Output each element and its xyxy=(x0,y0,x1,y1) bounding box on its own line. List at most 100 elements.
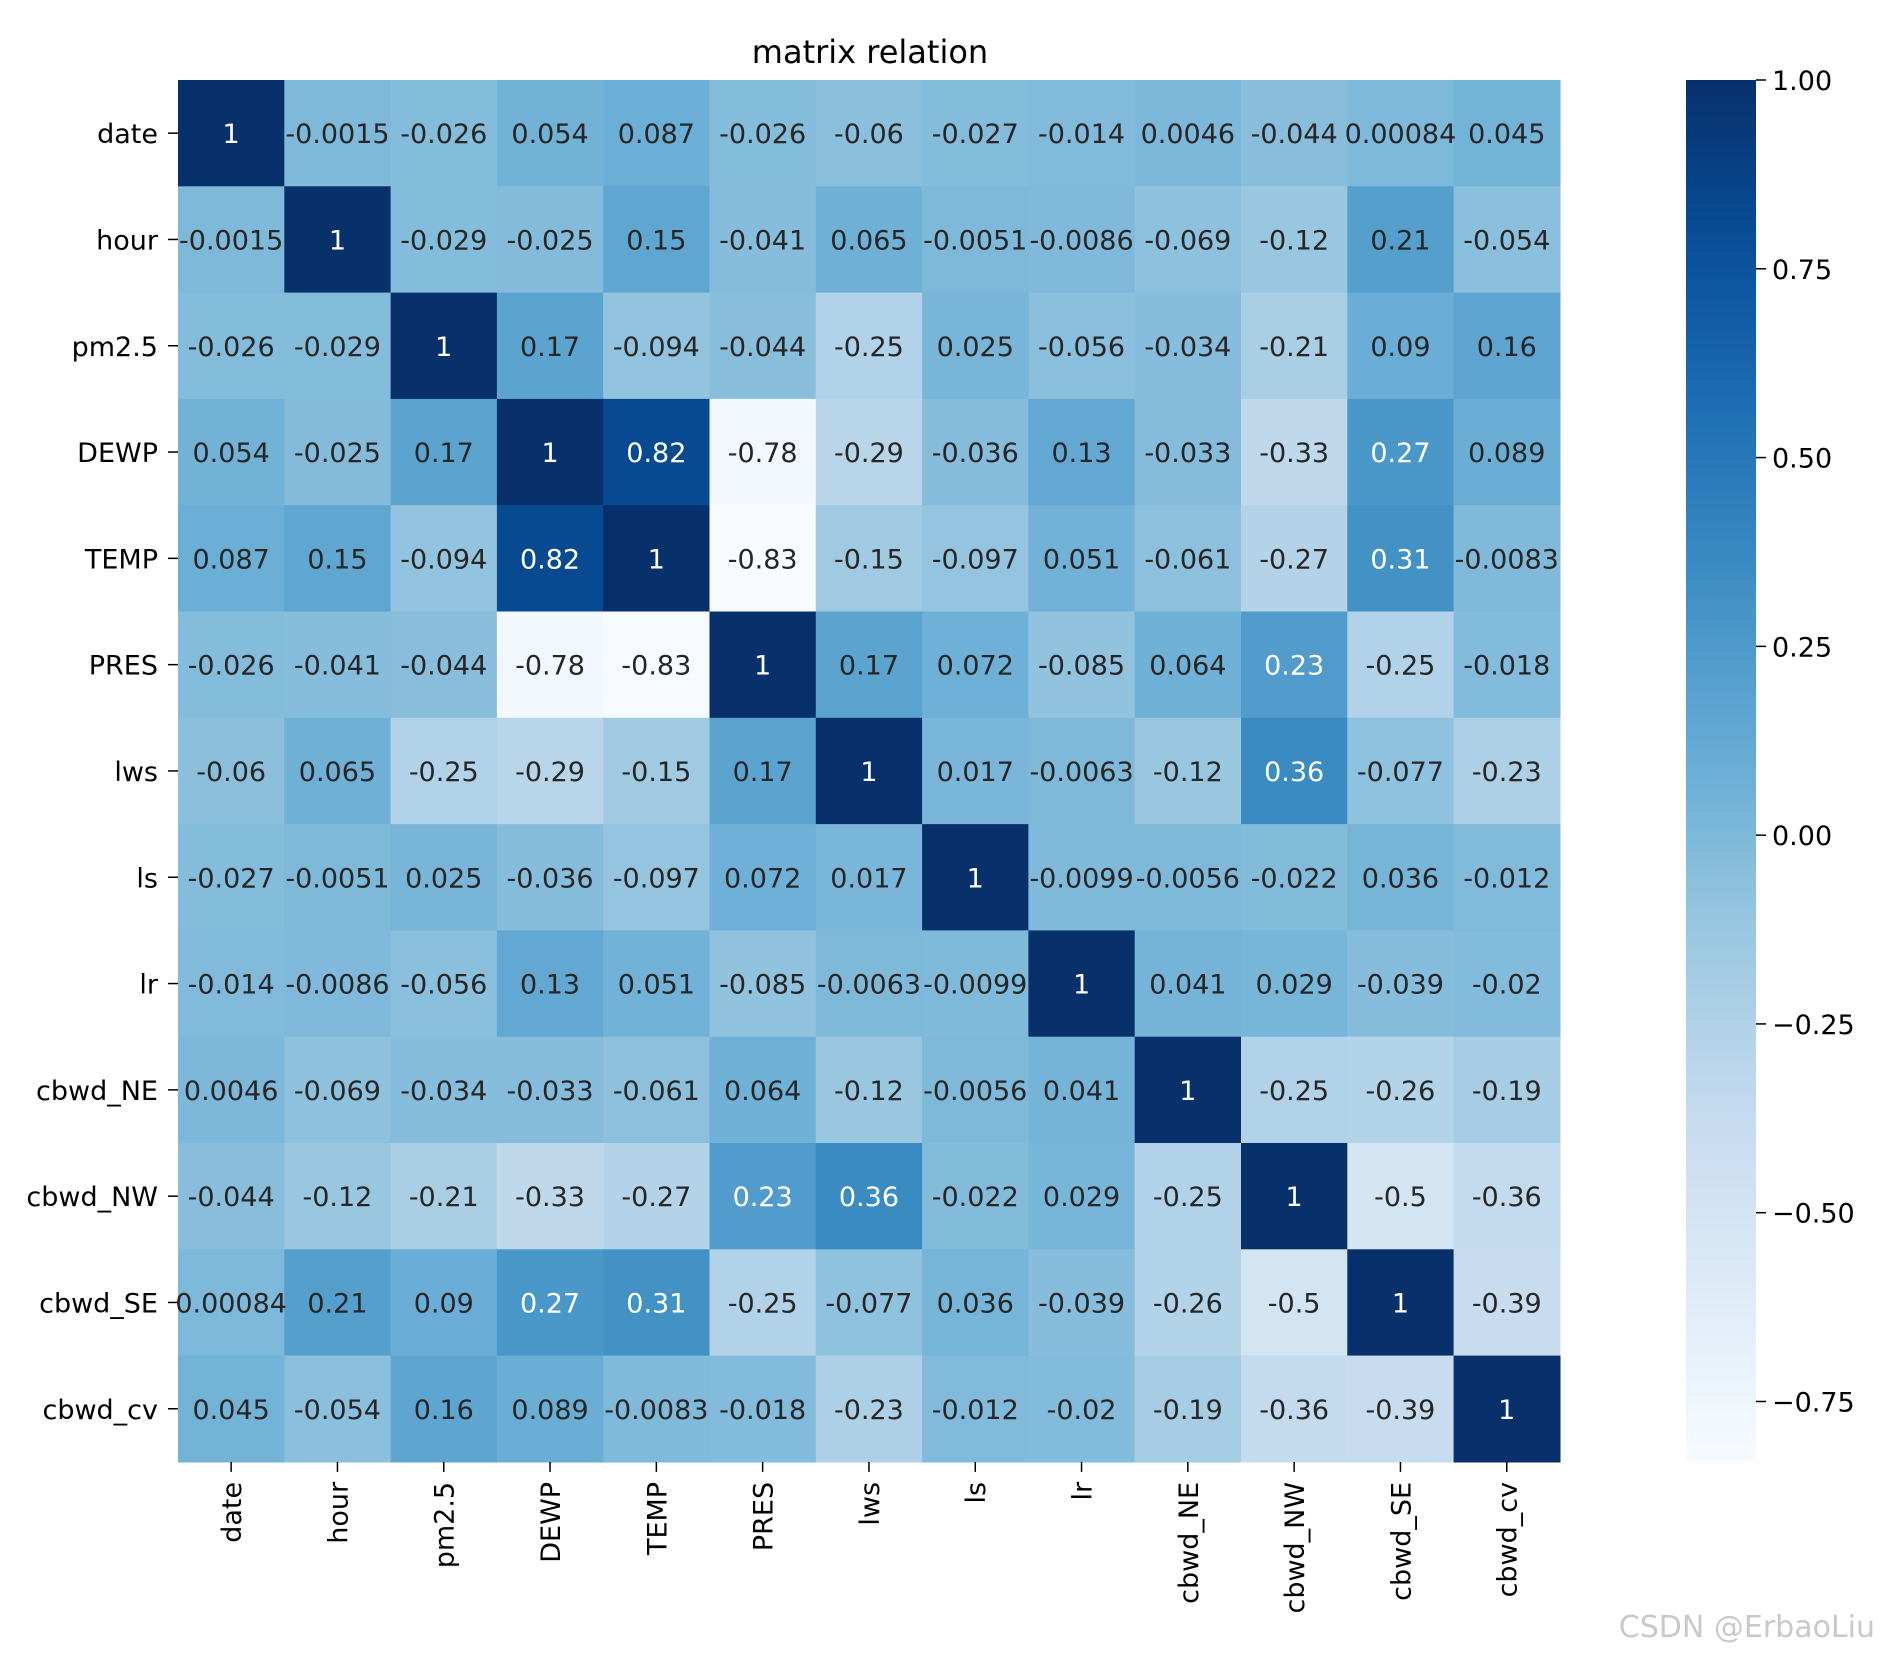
cell-value-label: -0.78 xyxy=(728,438,798,469)
cell-value-label: 0.31 xyxy=(1370,544,1430,575)
cell-value-label: 0.072 xyxy=(724,863,801,894)
y-tick-label: TEMP xyxy=(84,544,158,575)
heatmap-cell xyxy=(1134,1143,1242,1250)
heatmap-annotations: 1 -0.0015 -0.026 0.054 0.087 -0.026 -0.06 -0.02… xyxy=(175,119,1559,1426)
heatmap-cell xyxy=(1028,1355,1136,1463)
colorbar-tick-label: 0.50 xyxy=(1772,444,1832,475)
heatmap-cell xyxy=(390,717,498,825)
heatmap-cell xyxy=(496,80,604,187)
heatmap-cell xyxy=(922,930,1029,1038)
y-tick-label: cbwd_NE xyxy=(36,1076,158,1107)
cell-value-label: -0.097 xyxy=(932,544,1019,575)
y-tick-label: hour xyxy=(96,225,159,256)
cell-value-label: -0.054 xyxy=(1463,225,1550,256)
cell-value-label: -0.36 xyxy=(1472,1182,1542,1213)
cell-value-label: -0.041 xyxy=(294,651,381,682)
cell-value-label: 0.00084 xyxy=(1345,119,1457,150)
heatmap-cell xyxy=(178,1355,285,1463)
cell-value-label: -0.012 xyxy=(1463,863,1550,894)
cell-value-label: -0.085 xyxy=(1038,651,1125,682)
heatmap-cell xyxy=(1241,398,1348,506)
heatmap-cell xyxy=(1241,80,1348,187)
x-tick-label: pm2.5 xyxy=(430,1482,461,1568)
heatmap-cell xyxy=(284,1249,392,1357)
heatmap-cell xyxy=(178,80,285,187)
heatmap-cell xyxy=(603,930,711,1038)
cell-value-label: -0.27 xyxy=(621,1182,691,1213)
heatmap-cell xyxy=(1453,717,1561,825)
heatmap-cell xyxy=(1453,930,1561,1038)
heatmap-cell xyxy=(496,611,604,719)
cell-value-label: -0.025 xyxy=(294,438,381,469)
cell-value-label: -0.0015 xyxy=(179,225,283,256)
y-tick-label: pm2.5 xyxy=(72,332,158,363)
heatmap-cell xyxy=(1134,80,1242,187)
cell-value-label: 0.017 xyxy=(937,757,1014,788)
cell-value-label: -0.12 xyxy=(1153,757,1223,788)
cell-value-label: -0.0063 xyxy=(817,970,921,1001)
cell-value-label: -0.0056 xyxy=(923,1076,1027,1107)
heatmap-cell xyxy=(390,398,498,506)
cell-value-label: -0.018 xyxy=(1463,651,1550,682)
x-tick-label: PRES xyxy=(749,1482,780,1551)
colorbar-tick-label: −0.25 xyxy=(1772,1010,1855,1041)
heatmap-cell xyxy=(922,1249,1029,1357)
heatmap-cell xyxy=(284,1355,392,1463)
heatmap-cell xyxy=(496,1143,604,1250)
heatmap-cell xyxy=(1453,186,1561,294)
heatmap-cell xyxy=(815,398,923,506)
heatmap-cell xyxy=(284,186,392,294)
cell-value-label: 0.036 xyxy=(937,1288,1014,1319)
cell-value-label: -0.054 xyxy=(294,1395,381,1426)
heatmap-cell xyxy=(709,1036,817,1144)
heatmap-cell xyxy=(1347,186,1455,294)
heatmap-cell xyxy=(1453,1143,1561,1250)
heatmap-cell xyxy=(1241,505,1348,613)
heatmap-cell xyxy=(178,611,285,719)
heatmap-cell xyxy=(284,292,392,400)
cell-value-label: -0.19 xyxy=(1472,1076,1542,1107)
heatmap-cell xyxy=(1134,930,1242,1038)
heatmap-cell xyxy=(922,186,1029,294)
heatmap-cell xyxy=(390,80,498,187)
cell-value-label: 0.051 xyxy=(1043,544,1120,575)
heatmap-cell xyxy=(178,1249,285,1357)
cell-value-label: -0.25 xyxy=(409,757,479,788)
x-tick-label: cbwd_SE xyxy=(1386,1482,1417,1601)
cell-value-label: -0.12 xyxy=(1259,225,1329,256)
cell-value-label: -0.36 xyxy=(1259,1395,1329,1426)
heatmap-cell xyxy=(284,1143,392,1250)
heatmap-cell xyxy=(922,1143,1029,1250)
cell-value-label: -0.044 xyxy=(1251,119,1338,150)
heatmap-cell xyxy=(1241,717,1348,825)
heatmap-cell xyxy=(284,611,392,719)
heatmap-cell xyxy=(496,398,604,506)
cell-value-label: 0.087 xyxy=(618,119,695,150)
cell-value-label: 1 xyxy=(435,332,452,363)
cell-value-label: -0.19 xyxy=(1153,1395,1223,1426)
heatmap-cell xyxy=(1134,717,1242,825)
heatmap-cell xyxy=(815,80,923,187)
heatmap-cell xyxy=(1453,505,1561,613)
cell-value-label: 0.13 xyxy=(1051,438,1111,469)
x-tick-label: DEWP xyxy=(536,1482,567,1563)
cell-value-label: 0.21 xyxy=(1370,225,1430,256)
heatmap-cell xyxy=(1347,292,1455,400)
heatmap-cell xyxy=(1241,292,1348,400)
cell-value-label: -0.26 xyxy=(1153,1288,1223,1319)
cell-value-label: -0.029 xyxy=(400,225,487,256)
cell-value-label: -0.15 xyxy=(621,757,691,788)
heatmap-cell xyxy=(1453,292,1561,400)
cell-value-label: 0.041 xyxy=(1149,970,1226,1001)
cell-value-label: -0.022 xyxy=(932,1182,1019,1213)
cell-value-label: -0.026 xyxy=(719,119,806,150)
heatmap-cell xyxy=(284,930,392,1038)
heatmap-cell xyxy=(496,292,604,400)
cell-value-label: 1 xyxy=(754,651,771,682)
heatmap-cell xyxy=(284,505,392,613)
cell-value-label: -0.33 xyxy=(1259,438,1329,469)
cell-value-label: -0.044 xyxy=(400,651,487,682)
cell-value-label: -0.23 xyxy=(834,1395,904,1426)
colorbar-tick-label: 0.00 xyxy=(1772,821,1832,852)
x-tick-label: hour xyxy=(323,1481,354,1544)
